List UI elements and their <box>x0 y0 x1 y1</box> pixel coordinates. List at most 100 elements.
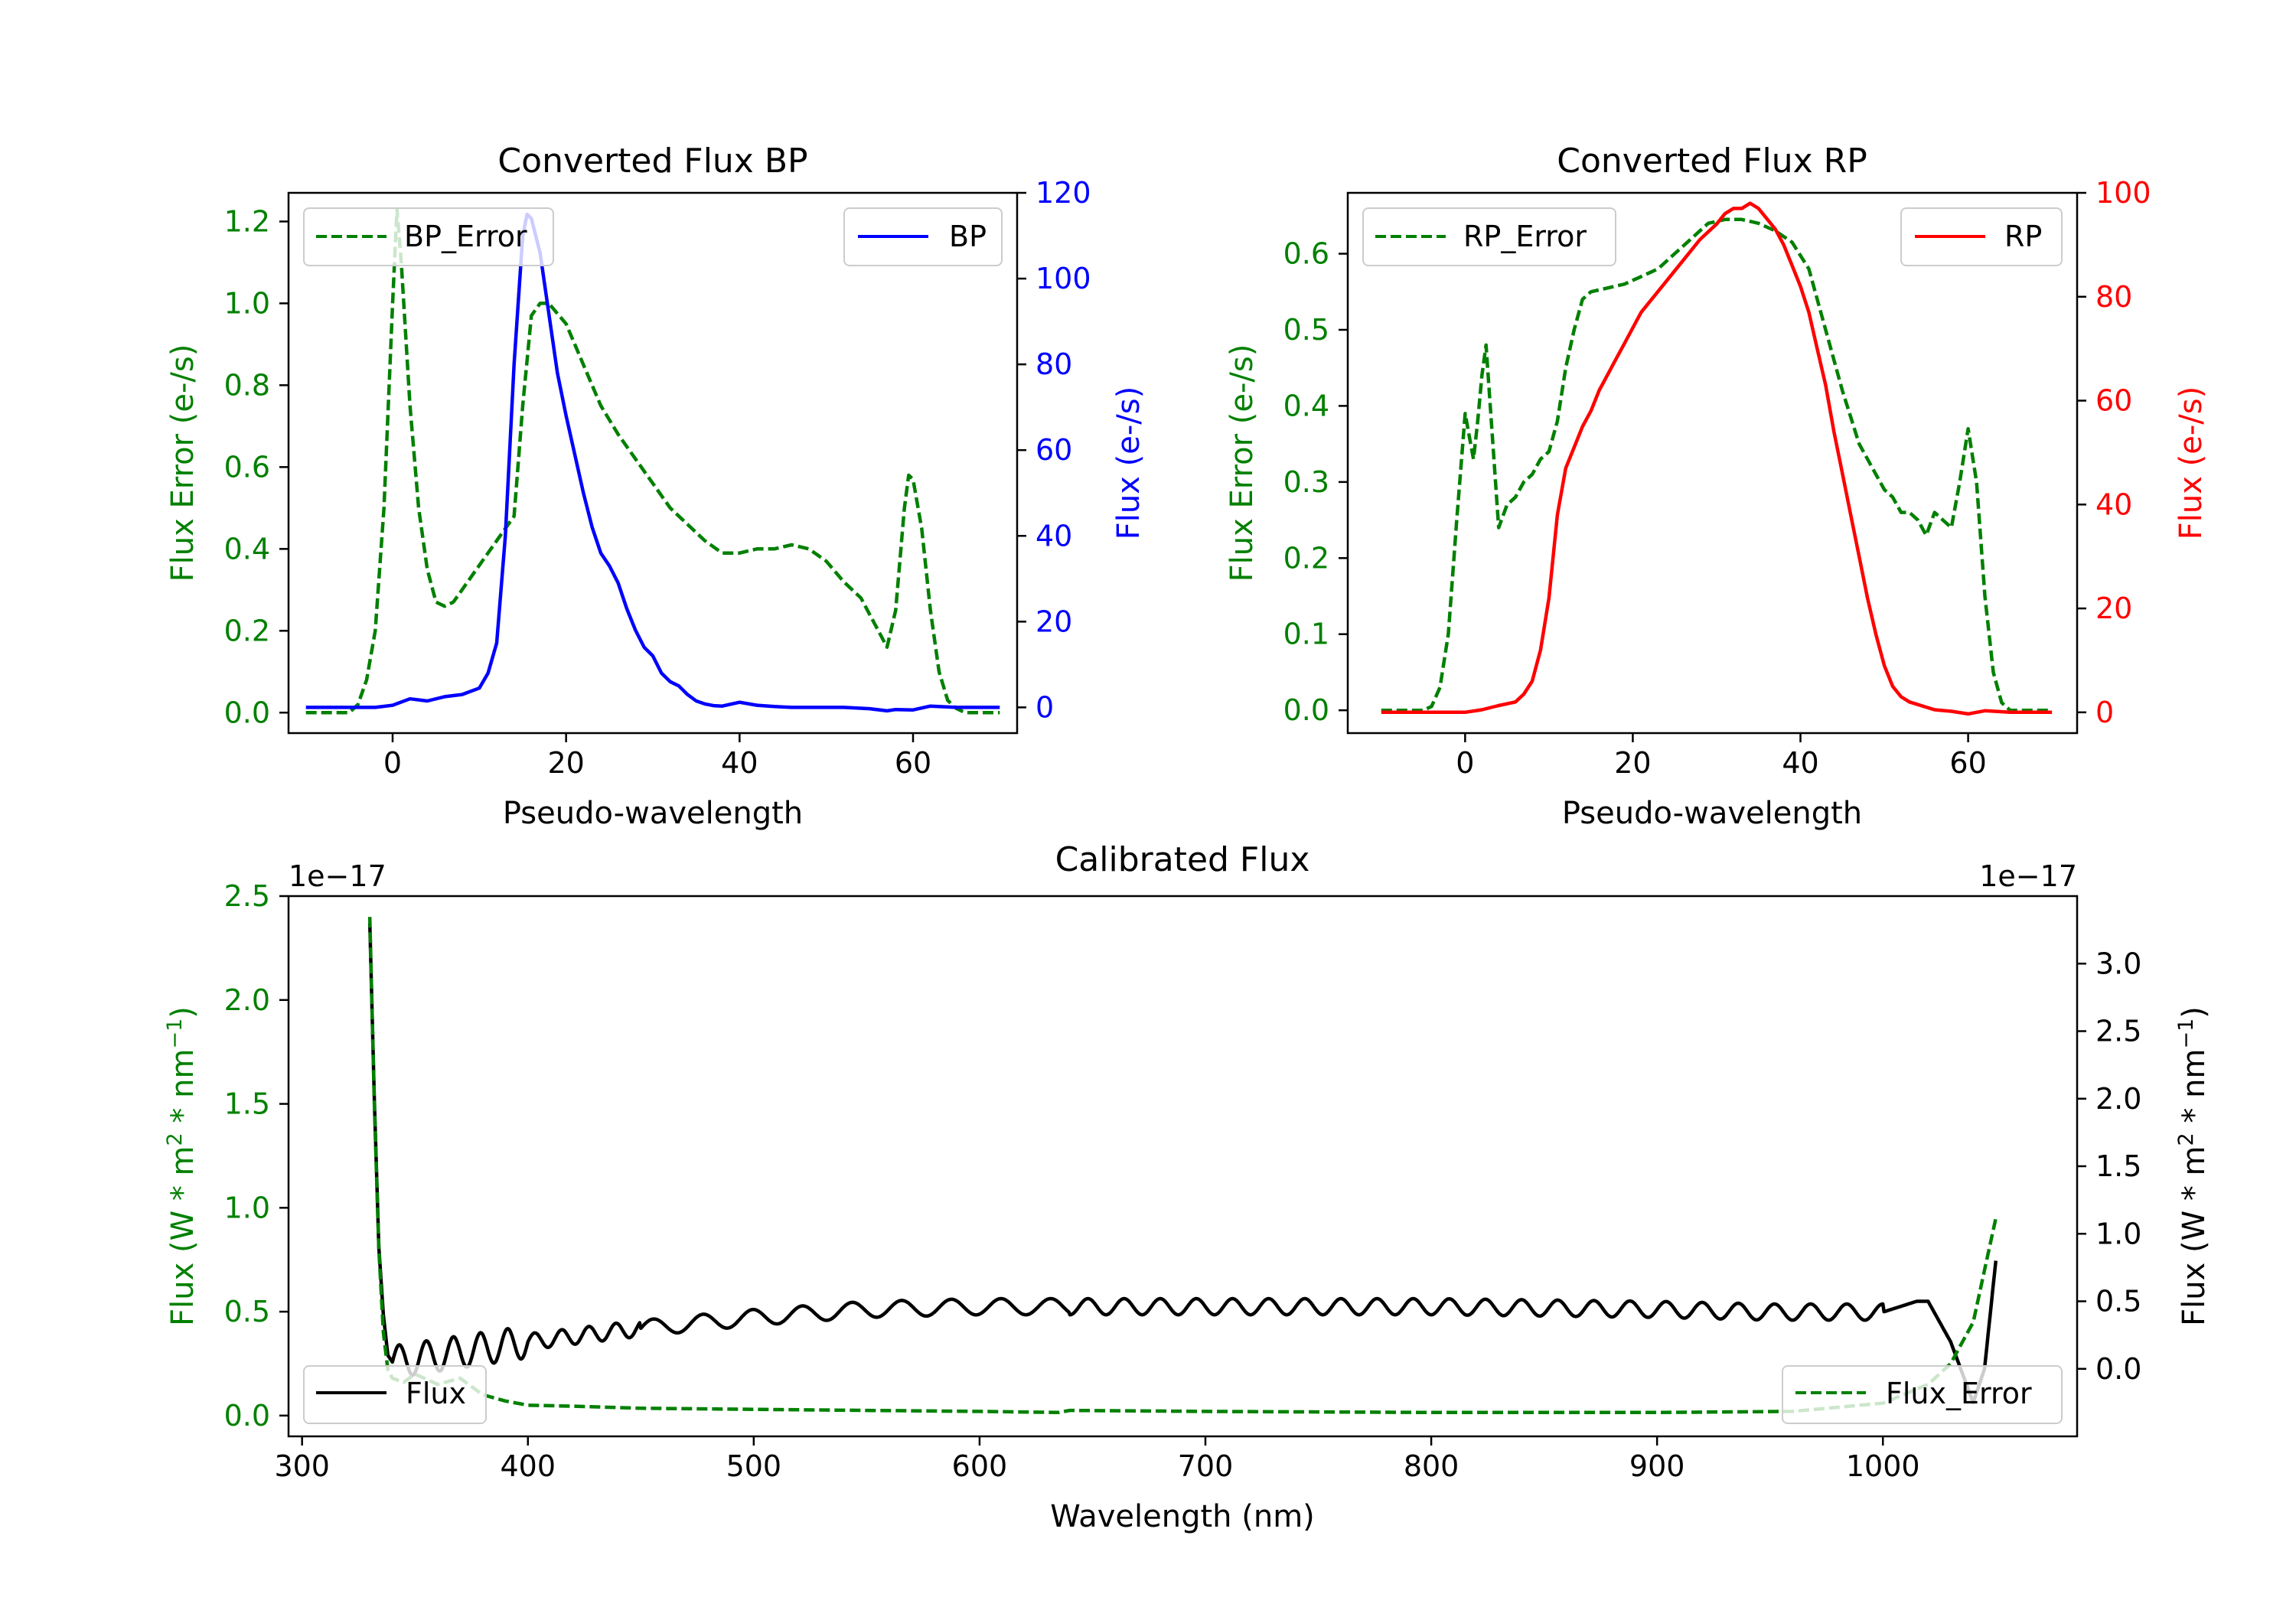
cal-ytick-right-label: 3.0 <box>2095 947 2141 980</box>
rp-xtick-label: 40 <box>1782 746 1818 780</box>
bp-axes: 0 20 40 60 0.0 0.2 0.4 0.6 0.8 1.0 1.2 0 20 40 60 80 100… <box>224 176 1091 780</box>
rp-ytick-right-label: 40 <box>2095 487 2132 521</box>
rp-ytick-left-label: 0.0 <box>1283 693 1329 727</box>
cal-multiplier-right: 1e−17 <box>1979 859 2077 893</box>
bp-ylabel-left: Flux Error (e-/s) <box>165 344 201 582</box>
bp-ytick-right-label: 120 <box>1035 176 1091 210</box>
cal-axes: 300 400 500 600 700 800 900 1000 0.0 0.5 1.0 1.5 2.0… <box>224 879 2142 1483</box>
bp-legend-flux-label: BP <box>949 220 987 253</box>
bp-ytick-left-label: 1.2 <box>224 204 270 238</box>
rp-ytick-right-label: 60 <box>2095 384 2132 418</box>
cal-legend-error: Flux_Error <box>1782 1365 2063 1424</box>
bp-ylabel-right: Flux (e-/s) <box>1111 386 1146 539</box>
rp-xtick-label: 20 <box>1614 746 1651 780</box>
bp-ytick-left-label: 0.2 <box>224 614 270 647</box>
bp-title: Converted Flux BP <box>497 142 807 181</box>
cal-multiplier-left: 1e−17 <box>289 859 386 893</box>
rp-title: Converted Flux RP <box>1557 142 1867 181</box>
bp-xtick-label: 60 <box>895 746 931 780</box>
bp-xlabel: Pseudo-wavelength <box>503 796 803 831</box>
cal-panel: Calibrated Flux 300 400 500 600 700 800 900 100… <box>163 840 2213 1534</box>
rp-legend-error-label: RP_Error <box>1463 220 1587 253</box>
bp-legend-flux: BP <box>843 207 1003 266</box>
rp-ytick-left-label: 0.4 <box>1283 389 1329 422</box>
cal-ytick-left-label: 0.5 <box>224 1295 270 1328</box>
cal-legend-error-label: Flux_Error <box>1886 1377 2032 1410</box>
cal-ytick-left-label: 2.5 <box>224 879 270 913</box>
rp-xtick-label: 60 <box>1949 746 1986 780</box>
cal-xtick-label: 600 <box>952 1449 1008 1483</box>
rp-ytick-right-label: 0 <box>2095 696 2114 729</box>
cal-series-flux <box>367 923 1998 1405</box>
bp-panel: Converted Flux BP 0 20 40 60 0.0 0.2 0.4 0.6 0.8… <box>165 142 1146 831</box>
bp-ytick-left-label: 0.0 <box>224 696 270 729</box>
bp-ytick-right-label: 40 <box>1035 519 1072 553</box>
rp-ylabel-right: Flux (e-/s) <box>2174 386 2209 539</box>
cal-xtick-label: 700 <box>1178 1449 1234 1483</box>
cal-ytick-right-label: 1.0 <box>2095 1217 2141 1250</box>
bp-xtick-label: 20 <box>547 746 584 780</box>
cal-ytick-right-label: 1.5 <box>2095 1149 2141 1183</box>
cal-xtick-label: 300 <box>274 1449 330 1483</box>
rp-legend-flux: RP <box>1900 207 2063 266</box>
bp-ytick-left-label: 0.6 <box>224 450 270 484</box>
cal-ytick-right-label: 2.5 <box>2095 1015 2141 1048</box>
rp-ytick-right-label: 100 <box>2095 176 2151 210</box>
rp-ytick-right-label: 20 <box>2095 592 2132 625</box>
rp-ylabel-left: Flux Error (e-/s) <box>1225 344 1260 582</box>
rp-ytick-left-label: 0.3 <box>1283 465 1329 499</box>
bp-legend-error-label: BP_Error <box>404 220 527 253</box>
bp-series-bp-error <box>305 207 1000 715</box>
bp-xtick-label: 40 <box>721 746 758 780</box>
bp-series-bp <box>305 212 1000 713</box>
cal-ytick-left-label: 2.0 <box>224 983 270 1017</box>
cal-legend-flux-label: Flux <box>406 1377 466 1410</box>
cal-title: Calibrated Flux <box>1055 840 1310 879</box>
rp-xtick-label: 0 <box>1456 746 1474 780</box>
rp-ytick-left-label: 0.2 <box>1283 541 1329 575</box>
cal-ytick-right-label: 2.0 <box>2095 1082 2141 1116</box>
rp-series-rp-error <box>1381 217 2053 712</box>
cal-legend-flux: Flux <box>303 1365 487 1424</box>
rp-series-rp <box>1381 201 2053 716</box>
cal-xlabel: Wavelength (nm) <box>1050 1499 1315 1534</box>
bp-axes-frame <box>287 191 1019 735</box>
rp-legend-error: RP_Error <box>1362 207 1616 266</box>
cal-xtick-label: 1000 <box>1846 1449 1920 1483</box>
bp-series <box>305 207 1000 715</box>
bp-legend-error: BP_Error <box>303 207 554 266</box>
bp-ytick-right-label: 100 <box>1035 262 1091 295</box>
rp-series <box>1381 201 2053 716</box>
cal-ylabel-left: Flux (W * m2 * nm−1) <box>163 1006 201 1326</box>
bp-ytick-right-label: 20 <box>1035 605 1072 638</box>
rp-axes: 0 20 40 60 0.0 0.1 0.2 0.3 0.4 0.5 0.6 0 20 40 60 80 100 <box>1283 176 2151 780</box>
rp-ytick-left-label: 0.1 <box>1283 618 1329 651</box>
cal-ytick-left-label: 1.0 <box>224 1191 270 1224</box>
bp-ytick-left-label: 1.0 <box>224 286 270 320</box>
rp-ytick-left-label: 0.6 <box>1283 237 1329 271</box>
bp-ytick-right-label: 0 <box>1035 690 1054 724</box>
cal-xtick-label: 400 <box>501 1449 556 1483</box>
cal-xtick-label: 500 <box>726 1449 782 1483</box>
cal-ylabel-right: Flux (W * m2 * nm−1) <box>2174 1006 2213 1326</box>
rp-legend-flux-label: RP <box>2004 220 2042 253</box>
rp-ytick-right-label: 80 <box>2095 280 2132 314</box>
bp-ytick-left-label: 0.8 <box>224 368 270 402</box>
cal-ytick-right-label: 0.5 <box>2095 1285 2141 1319</box>
bp-ytick-left-label: 0.4 <box>224 532 270 566</box>
cal-series <box>367 917 1998 1415</box>
cal-ytick-right-label: 0.0 <box>2095 1352 2141 1386</box>
cal-ytick-left-label: 1.5 <box>224 1087 270 1121</box>
rp-axes-frame <box>1346 191 2079 735</box>
bp-ytick-right-label: 60 <box>1035 433 1072 467</box>
rp-ytick-left-label: 0.5 <box>1283 313 1329 347</box>
rp-panel: Converted Flux RP 0 20 40 60 0.0 0.1 0.2 0.3 0.4… <box>1225 142 2209 831</box>
rp-xlabel: Pseudo-wavelength <box>1562 796 1862 831</box>
cal-series-flux-error <box>367 917 1998 1415</box>
cal-xtick-label: 900 <box>1629 1449 1685 1483</box>
bp-xtick-label: 0 <box>383 746 402 780</box>
bp-ytick-right-label: 80 <box>1035 347 1072 381</box>
cal-ytick-left-label: 0.0 <box>224 1399 270 1433</box>
cal-xtick-label: 800 <box>1404 1449 1459 1483</box>
